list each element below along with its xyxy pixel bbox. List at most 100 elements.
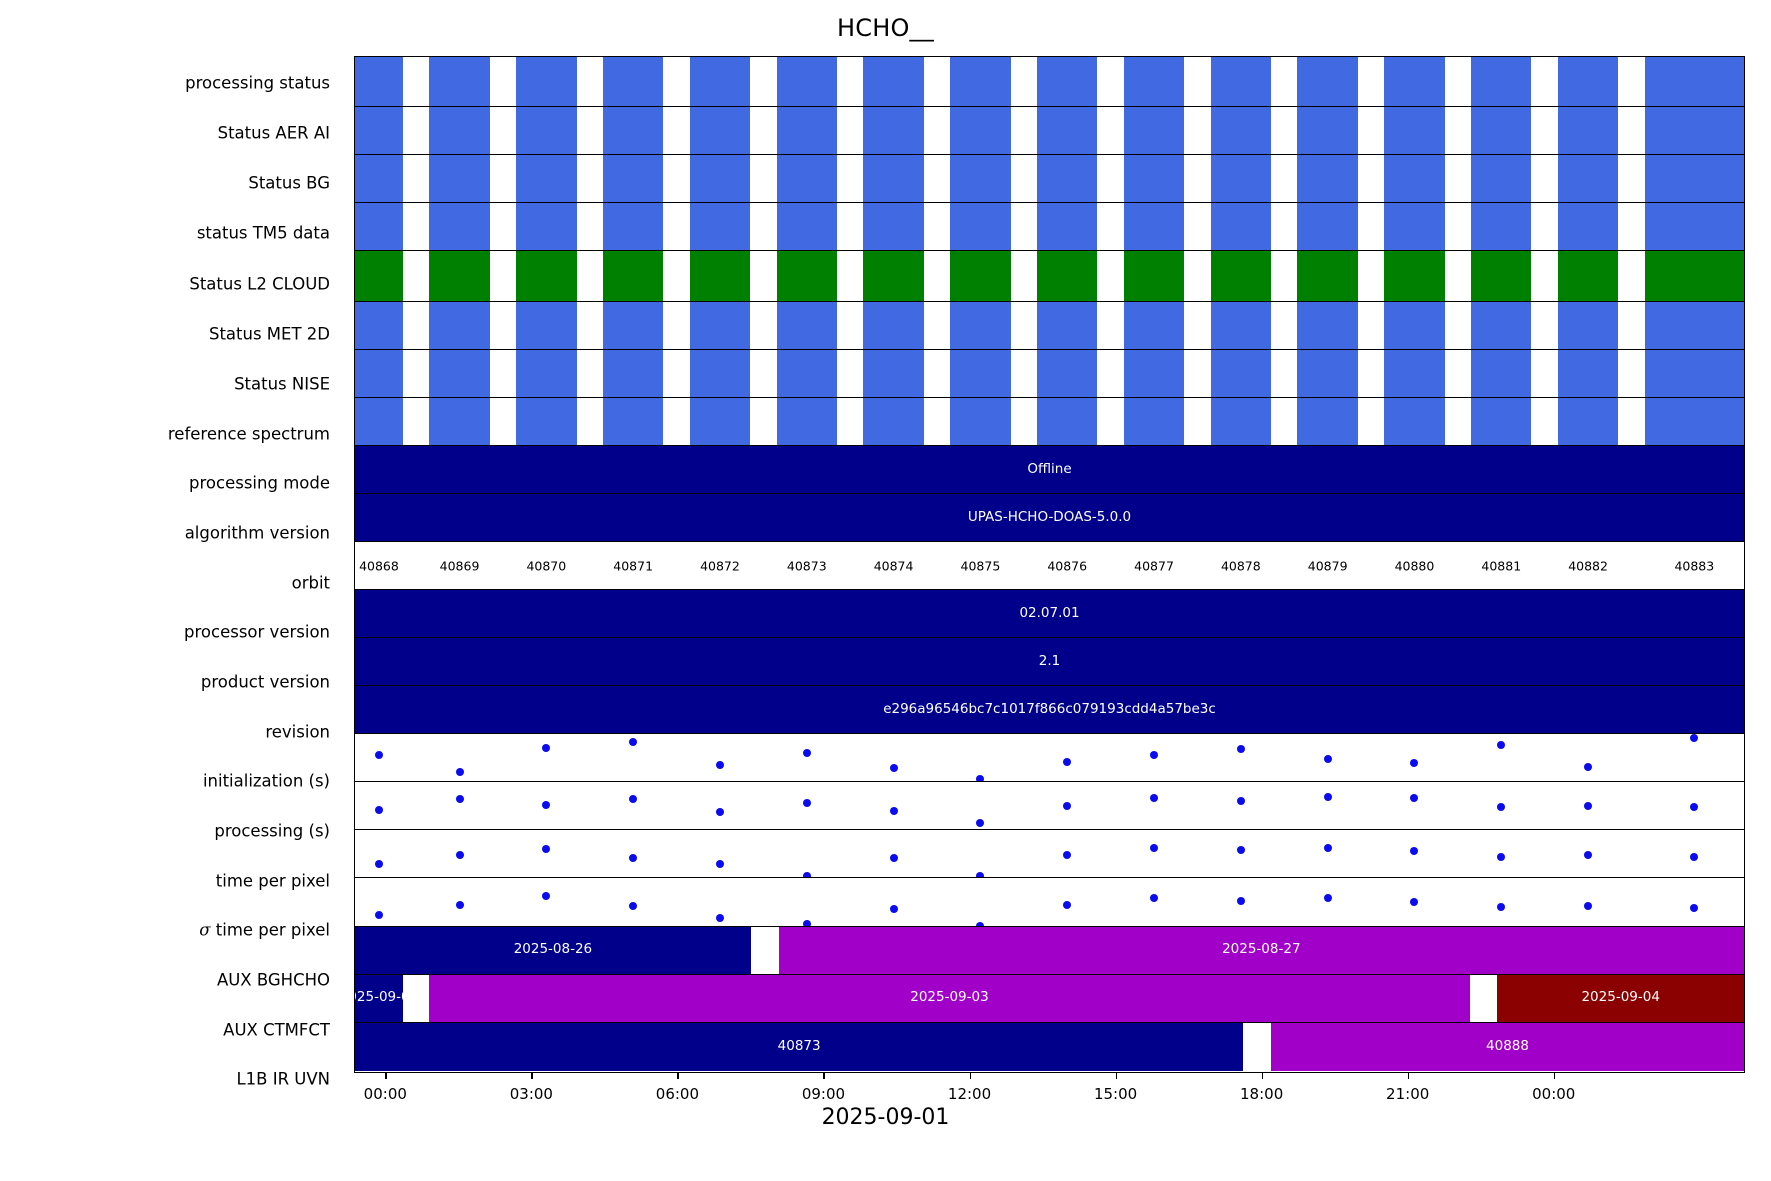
status-cell[interactable]: [950, 155, 1011, 203]
data-point[interactable]: [374, 860, 383, 869]
processing-mode-bar[interactable]: Offline: [355, 445, 1744, 493]
data-point[interactable]: [629, 853, 638, 862]
data-point[interactable]: [1690, 852, 1699, 861]
status-cell[interactable]: [1557, 203, 1619, 251]
revision-bar[interactable]: e296a96546bc7c1017f866c079193cdd4a57be3c: [355, 686, 1744, 734]
status-cell[interactable]: [689, 203, 751, 251]
data-point[interactable]: [802, 749, 811, 758]
data-point[interactable]: [889, 806, 898, 815]
data-point[interactable]: [455, 767, 464, 776]
status-cell[interactable]: [1557, 155, 1619, 203]
status-cell[interactable]: [1210, 397, 1272, 445]
data-point[interactable]: [1497, 852, 1506, 861]
status-cell[interactable]: [1123, 203, 1185, 251]
status-cell[interactable]: [950, 203, 1011, 251]
status-cell[interactable]: [516, 349, 577, 397]
data-point[interactable]: [715, 808, 724, 817]
status-cell[interactable]: [1557, 301, 1619, 349]
status-cell[interactable]: [1036, 301, 1098, 349]
status-cell[interactable]: [689, 301, 751, 349]
status-cell[interactable]: [516, 57, 577, 107]
status-cell[interactable]: [429, 397, 490, 445]
data-point[interactable]: [715, 761, 724, 770]
status-cell[interactable]: [863, 107, 924, 155]
status-cell[interactable]: [1297, 203, 1358, 251]
data-point[interactable]: [889, 905, 898, 914]
status-cell[interactable]: [1471, 251, 1532, 301]
status-cell[interactable]: [1210, 251, 1272, 301]
data-point[interactable]: [1150, 844, 1159, 853]
status-cell[interactable]: [1471, 301, 1532, 349]
data-point[interactable]: [542, 800, 551, 809]
status-cell[interactable]: [1644, 107, 1744, 155]
status-cell[interactable]: [689, 155, 751, 203]
status-cell[interactable]: [1557, 397, 1619, 445]
status-cell[interactable]: [1557, 251, 1619, 301]
status-cell[interactable]: [1123, 397, 1185, 445]
status-cell[interactable]: [1471, 349, 1532, 397]
data-point[interactable]: [1410, 794, 1419, 803]
data-point[interactable]: [629, 737, 638, 746]
data-point[interactable]: [976, 818, 985, 827]
data-point[interactable]: [374, 751, 383, 760]
status-cell[interactable]: [1036, 107, 1098, 155]
status-cell[interactable]: [689, 57, 751, 107]
status-cell[interactable]: [1557, 107, 1619, 155]
status-cell[interactable]: [516, 251, 577, 301]
data-point[interactable]: [1236, 797, 1245, 806]
status-cell[interactable]: [1297, 349, 1358, 397]
status-cell[interactable]: [1644, 155, 1744, 203]
status-cell[interactable]: [602, 397, 664, 445]
data-point[interactable]: [1236, 745, 1245, 754]
data-point[interactable]: [374, 911, 383, 920]
status-cell[interactable]: [863, 155, 924, 203]
status-cell[interactable]: [1123, 251, 1185, 301]
status-cell[interactable]: [776, 203, 837, 251]
data-point[interactable]: [1690, 903, 1699, 912]
status-cell[interactable]: [1384, 155, 1445, 203]
data-point[interactable]: [455, 900, 464, 909]
status-cell[interactable]: [1036, 203, 1098, 251]
status-cell[interactable]: [429, 155, 490, 203]
status-cell[interactable]: [1123, 349, 1185, 397]
data-point[interactable]: [1150, 750, 1159, 759]
status-cell[interactable]: [776, 301, 837, 349]
data-point[interactable]: [1690, 734, 1699, 742]
status-cell[interactable]: [1123, 107, 1185, 155]
data-point[interactable]: [802, 871, 811, 878]
status-cell[interactable]: [1036, 251, 1098, 301]
status-cell[interactable]: [689, 397, 751, 445]
data-point[interactable]: [1497, 740, 1506, 749]
aux-ctmfct-segment[interactable]: 2025-09-03: [429, 974, 1470, 1022]
data-point[interactable]: [629, 901, 638, 910]
status-cell[interactable]: [1210, 107, 1272, 155]
status-cell[interactable]: [776, 397, 837, 445]
data-point[interactable]: [1410, 847, 1419, 856]
status-cell[interactable]: [355, 57, 403, 107]
data-point[interactable]: [1584, 850, 1593, 859]
status-cell[interactable]: [1384, 301, 1445, 349]
data-point[interactable]: [1584, 901, 1593, 910]
status-cell[interactable]: [1384, 203, 1445, 251]
status-cell[interactable]: [1036, 155, 1098, 203]
status-cell[interactable]: [1471, 155, 1532, 203]
data-point[interactable]: [1236, 897, 1245, 906]
status-cell[interactable]: [1384, 349, 1445, 397]
status-cell[interactable]: [1644, 57, 1744, 107]
status-cell[interactable]: [950, 251, 1011, 301]
data-point[interactable]: [542, 744, 551, 753]
data-point[interactable]: [1063, 850, 1072, 859]
status-cell[interactable]: [689, 107, 751, 155]
status-cell[interactable]: [776, 155, 837, 203]
data-point[interactable]: [455, 850, 464, 859]
status-cell[interactable]: [429, 251, 490, 301]
aux-bghcho-segment[interactable]: 2025-08-27: [778, 926, 1744, 974]
status-cell[interactable]: [776, 349, 837, 397]
status-cell[interactable]: [1471, 57, 1532, 107]
data-point[interactable]: [629, 795, 638, 804]
status-cell[interactable]: [1210, 203, 1272, 251]
status-cell[interactable]: [863, 301, 924, 349]
status-cell[interactable]: [1557, 57, 1619, 107]
status-cell[interactable]: [1123, 57, 1185, 107]
data-point[interactable]: [1323, 793, 1332, 802]
